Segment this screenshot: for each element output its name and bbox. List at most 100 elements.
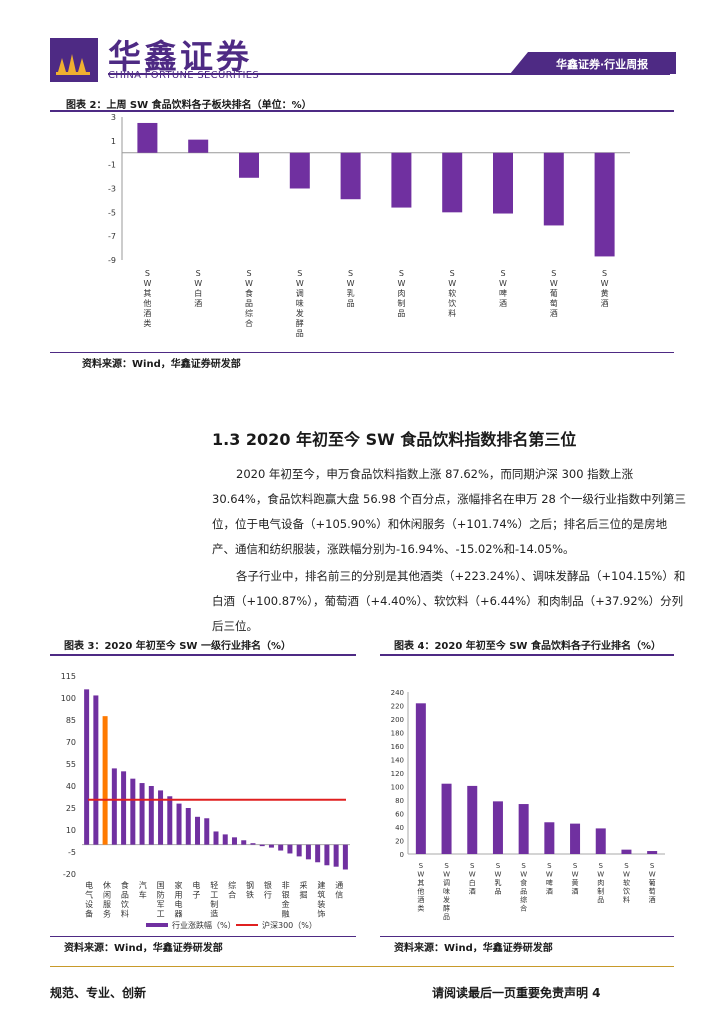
y-tick-label: 240 <box>391 689 404 697</box>
bar <box>296 844 302 857</box>
fig3-source: 资料来源：Wind，华鑫证券研发部 <box>64 943 223 954</box>
bar <box>139 783 145 845</box>
x-tick-label: S W 肉制品 <box>397 269 405 318</box>
bar <box>137 122 158 153</box>
x-tick-label: S W 其他酒类 <box>143 269 151 328</box>
bar <box>259 844 265 847</box>
paragraph-1: 2020 年初至今，申万食品饮料指数上涨 87.62%，而同期沪深 300 指数… <box>212 462 688 562</box>
y-tick-label: 0 <box>400 851 404 859</box>
bar <box>250 843 256 845</box>
x-tick-label: 食品饮料 <box>121 880 129 919</box>
x-tick-label: 采掘 <box>300 880 308 900</box>
x-tick-label: S W 调味发酵品 <box>296 269 304 338</box>
x-tick-label: 电子 <box>192 880 200 900</box>
bar <box>195 816 201 845</box>
bar <box>647 851 658 854</box>
x-tick-label: 汽车 <box>139 880 147 900</box>
y-tick-label: 70 <box>66 738 76 747</box>
fig4-top-rule <box>380 654 674 656</box>
bar <box>289 152 310 189</box>
bar <box>493 152 513 214</box>
x-tick-label: S W 其他酒类 <box>417 862 424 913</box>
x-tick-label: S W 乳品 <box>494 862 501 896</box>
paragraph-2-text: 各子行业中，排名前三的分别是其他酒类（+223.24%）、调味发酵品（+104.… <box>212 569 686 633</box>
bar <box>324 844 330 866</box>
y-tick-label: -7 <box>108 232 116 241</box>
x-tick-label: 电气设备 <box>85 880 93 919</box>
y-tick-label: 1 <box>111 137 116 146</box>
bar <box>268 844 274 848</box>
x-tick-label: S W 乳品 <box>347 269 355 308</box>
section-title: 1.3 2020 年初至今 SW 食品饮料指数排名第三位 <box>212 430 577 449</box>
x-tick-label: 通信 <box>335 880 343 900</box>
x-tick-label: 国防军工 <box>157 881 165 919</box>
y-tick-label: 180 <box>391 730 404 738</box>
company-logo-mark <box>50 38 98 82</box>
bar <box>167 796 173 845</box>
y-tick-label: 140 <box>391 757 404 765</box>
fig2-top-rule <box>50 110 674 112</box>
x-tick-label: 家用电器 <box>174 880 182 919</box>
paragraph-1-text: 2020 年初至今，申万食品饮料指数上涨 87.62%，而同期沪深 300 指数… <box>212 467 687 556</box>
fig3-title: 图表 3：2020 年初至今 SW 一级行业排名（%） <box>64 641 291 652</box>
x-tick-label: S W 啤酒 <box>546 862 553 896</box>
x-tick-label: S W 黄酒 <box>601 269 609 308</box>
fig4-source: 资料来源：Wind，华鑫证券研发部 <box>394 943 553 954</box>
bar <box>442 152 463 213</box>
bar <box>111 768 117 845</box>
y-tick-label: -9 <box>108 256 116 265</box>
bar <box>415 703 426 854</box>
fig3-bottom-rule <box>50 936 356 937</box>
fig4-title: 图表 4：2020 年初至今 SW 食品饮料各子行业排名（%） <box>394 641 661 652</box>
header-rule <box>108 73 670 75</box>
x-tick-label: S W 啤酒 <box>499 269 507 308</box>
y-tick-label: 100 <box>61 694 76 703</box>
y-tick-label: 200 <box>391 716 404 724</box>
x-tick-label: S W 食品综合 <box>245 269 253 328</box>
bar <box>148 786 154 845</box>
y-tick-label: -20 <box>63 870 76 879</box>
bar <box>594 152 615 257</box>
y-tick-label: 3 <box>111 113 116 122</box>
y-tick-label: 40 <box>395 824 404 832</box>
y-tick-label: 115 <box>61 672 76 681</box>
bar <box>544 822 555 854</box>
y-tick-label: 40 <box>66 782 76 791</box>
bar <box>492 801 503 854</box>
report-type-label: 华鑫证券·行业周报 <box>556 58 649 71</box>
bar <box>121 771 127 845</box>
bar <box>239 152 259 178</box>
x-tick-label: S W 软饮料 <box>448 269 456 318</box>
company-logo-text: 华鑫证券 <box>108 37 252 76</box>
fig2-title: 图表 2：上周 SW 食品饮料各子板块排名（单位：%） <box>66 100 312 111</box>
bar <box>130 778 136 845</box>
y-tick-label: 160 <box>391 743 404 751</box>
bar <box>287 844 293 854</box>
y-tick-label: 20 <box>395 838 404 846</box>
bar <box>102 716 108 845</box>
y-tick-label: 80 <box>395 797 404 805</box>
legend-label-benchmark: 沪深300（%） <box>262 920 317 930</box>
flame-icon <box>56 54 90 75</box>
x-tick-label: 钢铁 <box>246 880 254 900</box>
bar <box>241 840 247 845</box>
footer-disclaimer: 请阅读最后一页重要免责声明 4 <box>432 986 601 1000</box>
bar <box>185 808 191 845</box>
bar <box>278 844 284 851</box>
y-tick-label: 120 <box>391 770 404 778</box>
y-tick-label: 220 <box>391 703 404 711</box>
bar <box>342 844 348 870</box>
x-tick-label: S W 黄酒 <box>572 862 579 896</box>
bar <box>176 803 182 845</box>
bar <box>518 804 529 854</box>
x-tick-label: 银行 <box>264 880 272 900</box>
bar <box>84 689 90 845</box>
fig2-bottom-rule <box>50 352 674 353</box>
y-tick-label: 10 <box>66 826 76 835</box>
bar <box>621 849 632 854</box>
x-tick-label: 轻工制造 <box>210 880 218 919</box>
fig4-bottom-rule <box>380 936 674 937</box>
y-tick-label: 85 <box>66 716 76 725</box>
x-tick-label: S W 白酒 <box>194 269 202 308</box>
legend-label-industry: 行业涨跌幅（%） <box>172 920 236 930</box>
